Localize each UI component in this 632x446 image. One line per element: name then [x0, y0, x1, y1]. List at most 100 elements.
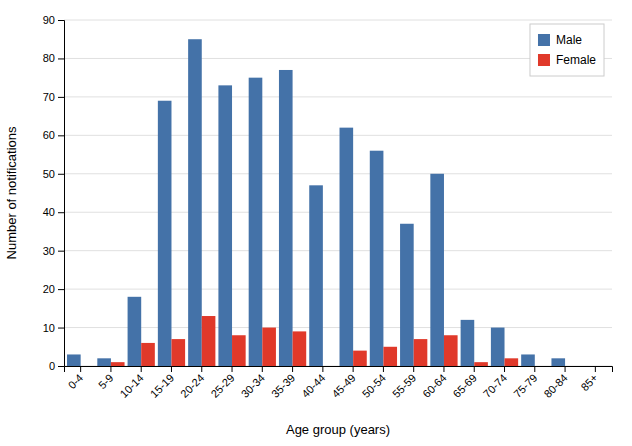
x-tick: 0-4: [66, 366, 86, 391]
bar: [340, 128, 354, 366]
bar: [97, 358, 111, 366]
y-tick-mark: [58, 366, 64, 367]
bar: [535, 366, 549, 367]
x-tick: 55-59: [390, 366, 418, 400]
y-tick: 70: [43, 91, 64, 103]
x-tick-mark: [595, 366, 596, 372]
x-tick-label: 85+: [578, 372, 600, 394]
bar: [595, 366, 609, 367]
legend-label: Female: [556, 53, 596, 67]
x-tick-mark: [80, 366, 81, 372]
bar: [111, 362, 125, 366]
plot: 0-45-910-1415-1920-2425-2930-3435-3940-4…: [4, 14, 613, 437]
x-tick: 5-9: [96, 366, 116, 391]
bar: [414, 339, 428, 366]
y-tick-mark: [58, 174, 64, 175]
x-tick: 50-54: [360, 366, 388, 400]
y-tick-label: 80: [43, 52, 55, 64]
grid-line: [64, 96, 612, 97]
x-tick: 65-69: [451, 366, 479, 400]
bar: [249, 78, 263, 366]
y-tick-mark: [58, 289, 64, 290]
x-tick-mark: [171, 366, 172, 372]
y-axis-title: Number of notifications: [4, 126, 19, 259]
y-tick-label: 40: [43, 206, 55, 218]
bar: [128, 297, 142, 366]
bar: [81, 366, 95, 367]
x-tick-mark: [232, 366, 233, 372]
bar: [309, 185, 323, 366]
x-tick-label: 45-49: [329, 372, 357, 400]
x-tick-mark: [201, 366, 202, 372]
bar: [565, 366, 579, 367]
y-tick: 40: [43, 206, 64, 218]
x-tick: 25-29: [208, 366, 236, 400]
bar: [505, 358, 519, 366]
x-tick-mark: [322, 366, 323, 372]
x-tick-mark: [353, 366, 354, 372]
x-tick-label: 75-79: [511, 372, 539, 400]
y-tick-mark: [58, 20, 64, 21]
x-tick-label: 80-84: [541, 372, 569, 400]
x-tick-mark: [413, 366, 414, 372]
y-axis: 0102030405060708090: [43, 14, 65, 372]
legend-swatch: [538, 34, 550, 46]
y-tick: 80: [43, 52, 64, 64]
grid: [64, 20, 612, 366]
bar: [218, 85, 232, 366]
bar: [323, 366, 337, 367]
bar-series: [67, 39, 565, 366]
bar: [279, 70, 293, 366]
bar: [353, 351, 367, 366]
x-tick-label: 70-74: [481, 372, 509, 400]
bar: [370, 151, 384, 366]
y-tick: 90: [43, 14, 64, 26]
y-tick-label: 90: [43, 14, 55, 26]
bar: [141, 343, 155, 366]
x-tick: 15-19: [148, 366, 176, 400]
x-tick-mark: [474, 366, 475, 372]
x-tick-label: 65-69: [451, 372, 479, 400]
y-tick-label: 30: [43, 245, 55, 257]
bar: [202, 316, 216, 366]
y-tick-label: 20: [43, 283, 55, 295]
x-tick: 10-14: [117, 366, 145, 400]
bar: [474, 362, 488, 366]
bar: [582, 366, 596, 367]
y-tick: 60: [43, 129, 64, 141]
x-tick-label: 30-34: [239, 372, 267, 400]
y-tick: 0: [49, 360, 64, 372]
bar: [67, 354, 81, 366]
x-tick: 35-39: [269, 366, 297, 400]
x-tick-label: 0-4: [66, 372, 86, 392]
x-tick-mark: [504, 366, 505, 372]
x-tick-label: 5-9: [96, 372, 116, 392]
legend-label: Male: [556, 33, 582, 47]
legend-item: Male: [538, 33, 582, 47]
y-tick-mark: [58, 97, 64, 98]
grid-line: [64, 173, 612, 174]
x-tick-label: 60-64: [420, 372, 448, 400]
grid-line: [64, 327, 612, 328]
bars: [67, 39, 565, 366]
grid-line: [64, 20, 612, 21]
x-tick: 60-64: [420, 366, 448, 400]
bar: [521, 354, 535, 366]
bar: [400, 224, 414, 366]
x-tick-mark: [141, 366, 142, 372]
bar: [551, 358, 565, 366]
grid-line: [64, 212, 612, 213]
y-tick-label: 50: [43, 168, 55, 180]
x-tick-label: 35-39: [269, 372, 297, 400]
x-axis-title: Age group (years): [286, 422, 390, 437]
x-tick-mark: [443, 366, 444, 372]
x-tick-mark: [383, 366, 384, 372]
bar: [430, 174, 444, 366]
x-tick-mark: [534, 366, 535, 372]
legend-swatch: [538, 54, 550, 66]
bar: [171, 339, 185, 366]
bar: [232, 335, 246, 366]
x-tick-label: 20-24: [178, 372, 206, 400]
bar: [383, 347, 397, 366]
legend-item: Female: [538, 53, 596, 67]
